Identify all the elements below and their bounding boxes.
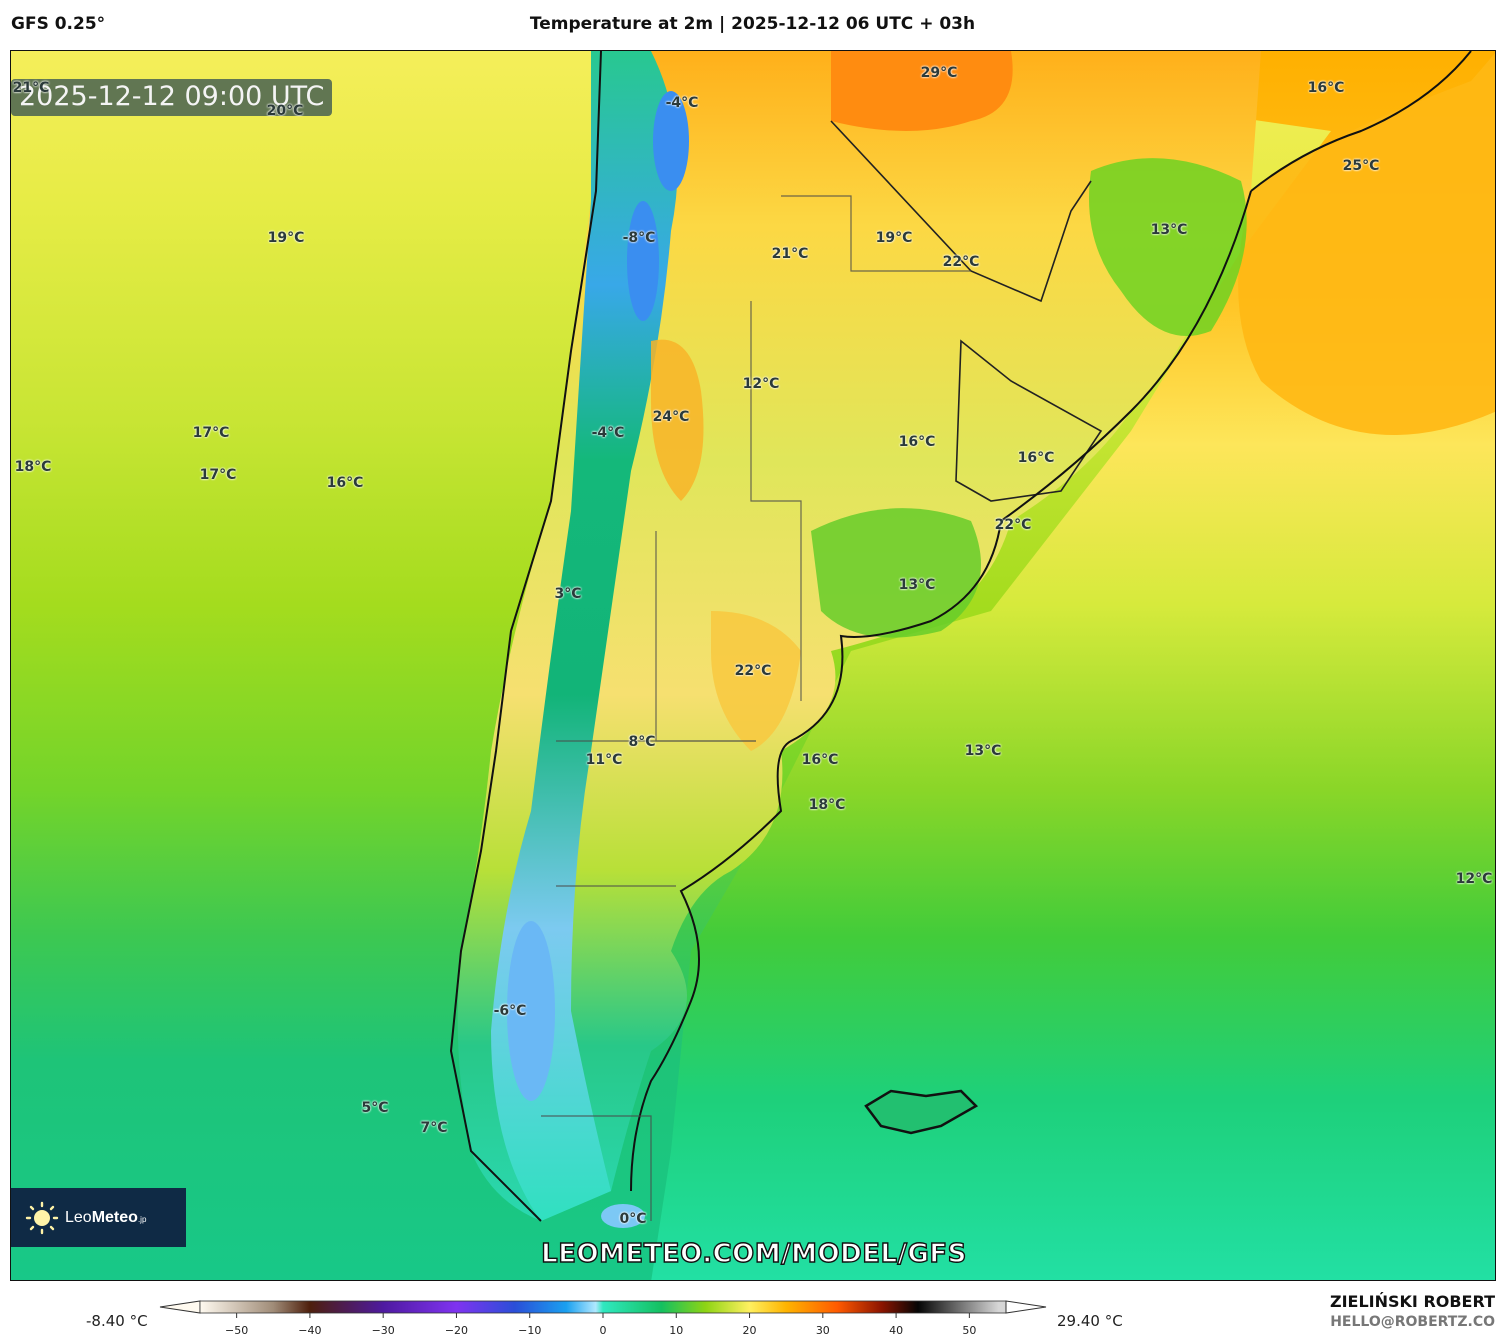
temperature-label: 19°C xyxy=(267,230,305,246)
temperature-map: 2025-12-12 09:00 UTC 21°C 20°C -4°C 29°C 16°… xyxy=(10,50,1496,1281)
colorbar-tick: 10 xyxy=(669,1324,684,1337)
colorbar-tick: 30 xyxy=(815,1324,830,1337)
colorbar: -8.40 °C −50 −40 −30 −20 −10 0 10 20 30 40 50 29.4… xyxy=(0,1296,1505,1338)
author-name: ZIELIŃSKI ROBERT xyxy=(1329,1292,1495,1311)
temperature-label: 25°C xyxy=(1342,158,1380,174)
temperature-label: 3°C xyxy=(554,586,582,602)
temperature-label: 17°C xyxy=(199,467,237,483)
temperature-label: 16°C xyxy=(1307,80,1345,96)
colorbar-tick: −50 xyxy=(225,1324,249,1337)
temperature-label: 18°C xyxy=(808,797,846,813)
temperature-label: 5°C xyxy=(361,1100,389,1116)
colorbar-tick: −10 xyxy=(518,1324,542,1337)
temperature-label: 18°C xyxy=(14,459,52,475)
colorbar-tick: 50 xyxy=(962,1324,977,1337)
temperature-label: 12°C xyxy=(1455,871,1493,887)
chart-title: Temperature at 2m | 2025-12-12 06 UTC + … xyxy=(529,14,976,34)
temperature-label: 11°C xyxy=(585,752,623,768)
colorbar-tick: −40 xyxy=(298,1324,322,1337)
temperature-label: 22°C xyxy=(942,254,980,270)
temperature-label: 13°C xyxy=(1150,222,1188,238)
colorbar-tick: −20 xyxy=(444,1324,469,1337)
temperature-label: 17°C xyxy=(192,425,230,441)
temperature-label: 22°C xyxy=(994,517,1032,533)
temperature-label: 20°C xyxy=(266,103,304,119)
temperature-label: 16°C xyxy=(801,752,839,768)
temperature-label: 16°C xyxy=(326,475,364,491)
colorbar-tick: 20 xyxy=(742,1324,757,1337)
logo-light: Leo xyxy=(65,1208,92,1226)
watermark-url: LEOMETEO.COM/MODEL/GFS xyxy=(540,1238,967,1269)
valid-time-badge: 2025-12-12 09:00 UTC xyxy=(11,79,333,116)
temperature-label: 16°C xyxy=(898,434,936,450)
temperature-label: 0°C xyxy=(619,1211,647,1227)
temperature-label: 29°C xyxy=(920,65,958,81)
logo-text: LeoMeteo.jp xyxy=(65,1209,146,1227)
temperature-label: -4°C xyxy=(665,95,699,111)
temperature-label: 8°C xyxy=(628,734,656,750)
temperature-label: 13°C xyxy=(964,743,1002,759)
colorbar-tick: 40 xyxy=(889,1324,904,1337)
temperature-label: 24°C xyxy=(652,409,690,425)
temperature-label: 22°C xyxy=(734,663,772,679)
author-email: HELLO@ROBERTZ.CO xyxy=(1330,1314,1495,1330)
temperature-label: 21°C xyxy=(12,80,50,96)
temperature-label: -6°C xyxy=(493,1003,527,1019)
temperature-field xyxy=(11,51,1495,1280)
sun-icon xyxy=(25,1201,59,1234)
logo-suffix: .jp xyxy=(137,1214,147,1224)
colorbar-min-label: -8.40 °C xyxy=(86,1312,148,1330)
temperature-label: 16°C xyxy=(1017,450,1055,466)
temperature-label: 12°C xyxy=(742,376,780,392)
leometeo-logo: LeoMeteo.jp xyxy=(11,1188,186,1247)
colorbar-max-label: 29.40 °C xyxy=(1057,1312,1123,1330)
temperature-label: -4°C xyxy=(591,425,625,441)
colorbar-tick: 0 xyxy=(599,1324,607,1337)
colorbar-tick: −30 xyxy=(371,1324,395,1337)
logo-bold: Meteo xyxy=(91,1208,138,1226)
temperature-label: -8°C xyxy=(622,230,656,246)
temperature-label: 13°C xyxy=(898,577,936,593)
temperature-label: 19°C xyxy=(875,230,913,246)
temperature-label: 7°C xyxy=(420,1120,448,1136)
colorbar-gradient xyxy=(159,1300,1047,1318)
temperature-label: 21°C xyxy=(771,246,809,262)
model-name: GFS 0.25° xyxy=(11,14,106,34)
